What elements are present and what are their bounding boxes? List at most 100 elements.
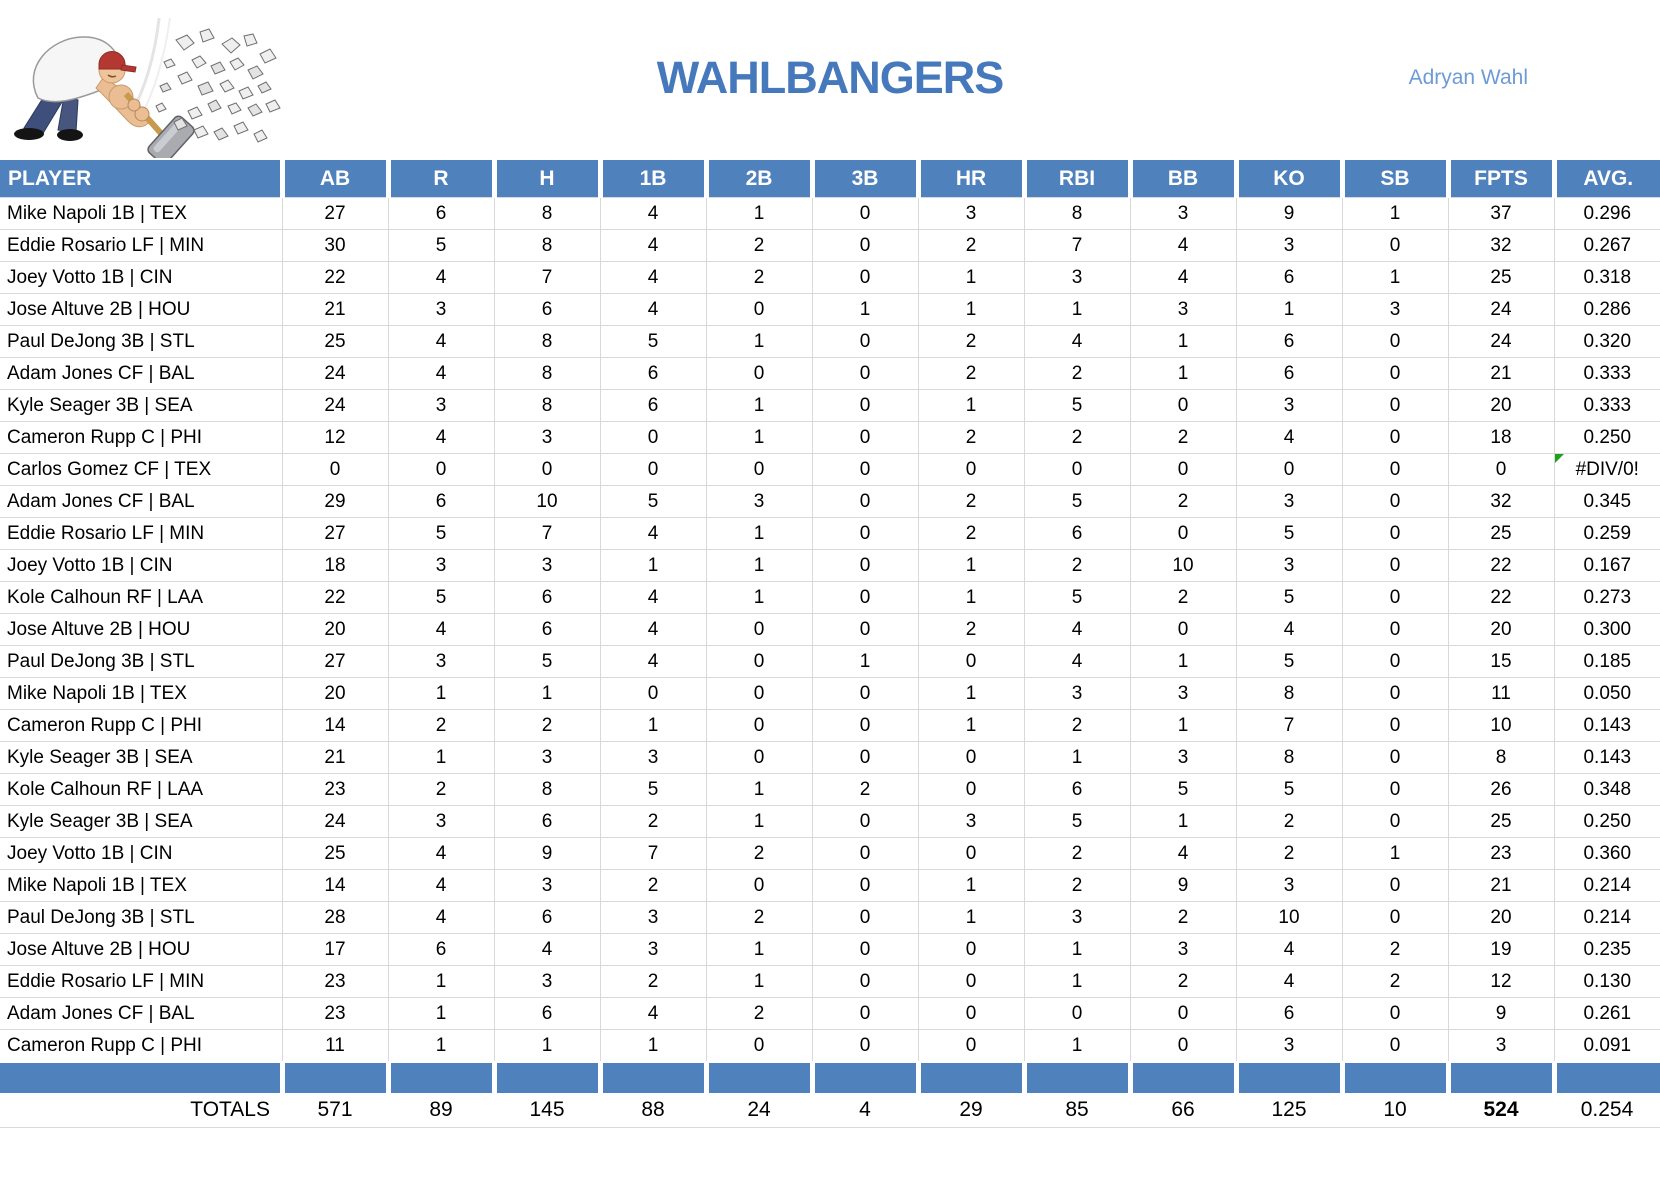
stat-cell[interactable]: 3	[599, 901, 707, 934]
stat-cell[interactable]: 0	[1129, 517, 1237, 550]
stat-cell[interactable]: 21	[281, 741, 389, 774]
stat-cell[interactable]: 3	[1129, 741, 1237, 774]
stat-cell[interactable]: 5	[1235, 581, 1343, 614]
stat-cell[interactable]: 4	[599, 613, 707, 646]
separator-cell[interactable]	[1551, 1061, 1660, 1093]
stat-cell[interactable]: 0	[705, 709, 813, 742]
stat-cell[interactable]: 3	[493, 549, 601, 582]
stat-cell[interactable]: 6	[493, 805, 601, 838]
stat-cell[interactable]: 1	[387, 1029, 495, 1063]
stat-cell[interactable]: 0	[811, 261, 919, 294]
stat-cell[interactable]: 0	[1341, 357, 1449, 390]
stat-cell[interactable]: 0	[1341, 1029, 1449, 1063]
stat-cell[interactable]: 4	[599, 293, 707, 326]
stat-cell[interactable]: 5	[1129, 773, 1237, 806]
stat-cell[interactable]: 0	[917, 1029, 1025, 1063]
stat-cell[interactable]: 8	[1235, 677, 1343, 710]
stat-cell[interactable]: 26	[1447, 773, 1555, 806]
stat-cell[interactable]: 0	[811, 677, 919, 710]
stat-cell[interactable]: 0	[1023, 453, 1131, 486]
stat-cell[interactable]: 0	[811, 741, 919, 774]
stat-cell[interactable]: 8	[1023, 197, 1131, 230]
stat-cell[interactable]: 6	[493, 997, 601, 1030]
stat-cell[interactable]: 2	[599, 805, 707, 838]
separator-cell[interactable]	[703, 1061, 812, 1093]
stat-cell[interactable]: 8	[493, 325, 601, 358]
stat-cell[interactable]: 2	[493, 709, 601, 742]
stat-cell[interactable]: 5	[599, 773, 707, 806]
stat-cell[interactable]: 6	[1235, 261, 1343, 294]
stat-cell[interactable]: 1	[705, 549, 813, 582]
stat-cell[interactable]: 24	[281, 389, 389, 422]
stat-cell[interactable]: 37	[1447, 197, 1555, 230]
stat-cell[interactable]: 0.214	[1553, 869, 1660, 902]
stat-cell[interactable]: 2	[705, 997, 813, 1030]
stat-cell[interactable]: 0	[811, 869, 919, 902]
separator-cell[interactable]	[491, 1061, 600, 1093]
stat-cell[interactable]: 4	[599, 197, 707, 230]
separator-cell[interactable]	[809, 1061, 918, 1093]
stat-cell[interactable]: 25	[1447, 517, 1555, 550]
stat-cell[interactable]: 0	[1129, 613, 1237, 646]
column-header-avg[interactable]: AVG.	[1551, 160, 1660, 198]
stat-cell[interactable]: 2	[917, 613, 1025, 646]
column-header-rbi[interactable]: RBI	[1021, 160, 1130, 198]
stat-cell[interactable]: 5	[1235, 645, 1343, 678]
stat-cell[interactable]: 22	[281, 581, 389, 614]
stat-cell[interactable]: 8	[1447, 741, 1555, 774]
stat-cell[interactable]: 0	[917, 997, 1025, 1030]
stat-cell[interactable]: 0	[811, 933, 919, 966]
stat-cell[interactable]: 4	[387, 837, 495, 870]
stat-cell[interactable]: 19	[1447, 933, 1555, 966]
column-header-sb[interactable]: SB	[1339, 160, 1448, 198]
stat-cell[interactable]: 1	[1023, 741, 1131, 774]
stat-cell[interactable]: 18	[1447, 421, 1555, 454]
stat-cell[interactable]: 0.214	[1553, 901, 1660, 934]
stat-cell[interactable]: 3	[1023, 261, 1131, 294]
stat-cell[interactable]: 24	[1447, 293, 1555, 326]
stat-cell[interactable]: 10	[493, 485, 601, 518]
stat-cell[interactable]: 24	[281, 805, 389, 838]
totals-cell[interactable]: 4	[812, 1093, 918, 1128]
stat-cell[interactable]: 5	[1023, 485, 1131, 518]
stat-cell[interactable]: 22	[1447, 549, 1555, 582]
totals-cell[interactable]: 66	[1130, 1093, 1236, 1128]
separator-cell[interactable]	[1445, 1061, 1554, 1093]
stat-cell[interactable]: 1	[705, 517, 813, 550]
stat-cell[interactable]: 2	[705, 229, 813, 262]
stat-cell[interactable]: 2	[1129, 421, 1237, 454]
player-cell[interactable]: Adam Jones CF | BAL	[0, 485, 283, 518]
stat-cell[interactable]: 0	[811, 517, 919, 550]
stat-cell[interactable]: 0	[387, 453, 495, 486]
stat-cell[interactable]: 2	[705, 901, 813, 934]
stat-cell[interactable]: 0	[811, 965, 919, 998]
stat-cell[interactable]: 2	[1023, 549, 1131, 582]
stat-cell[interactable]: 0	[1341, 997, 1449, 1030]
stat-cell[interactable]: 4	[387, 325, 495, 358]
stat-cell[interactable]: 0.091	[1553, 1029, 1660, 1063]
stat-cell[interactable]: 0	[1341, 901, 1449, 934]
stat-cell[interactable]: 23	[1447, 837, 1555, 870]
column-header-ko[interactable]: KO	[1233, 160, 1342, 198]
stat-cell[interactable]: 21	[281, 293, 389, 326]
stat-cell[interactable]: 6	[493, 613, 601, 646]
stat-cell[interactable]: 3	[1235, 229, 1343, 262]
stat-cell[interactable]: 0	[1341, 869, 1449, 902]
stat-cell[interactable]: 0.130	[1553, 965, 1660, 998]
stat-cell[interactable]: 21	[1447, 869, 1555, 902]
stat-cell[interactable]: 8	[493, 197, 601, 230]
stat-cell[interactable]: 0	[599, 421, 707, 454]
separator-cell[interactable]	[279, 1061, 388, 1093]
stat-cell[interactable]: 3	[493, 421, 601, 454]
stat-cell[interactable]: 0	[1341, 325, 1449, 358]
stat-cell[interactable]: 4	[493, 933, 601, 966]
column-header-r[interactable]: R	[385, 160, 494, 198]
stat-cell[interactable]: 0	[1341, 741, 1449, 774]
stat-cell[interactable]: 0	[599, 453, 707, 486]
stat-cell[interactable]: 0	[599, 677, 707, 710]
stat-cell[interactable]: 0	[1341, 645, 1449, 678]
stat-cell[interactable]: 1	[1129, 709, 1237, 742]
separator-cell[interactable]	[0, 1061, 282, 1093]
player-cell[interactable]: Joey Votto 1B | CIN	[0, 261, 283, 294]
separator-cell[interactable]	[385, 1061, 494, 1093]
